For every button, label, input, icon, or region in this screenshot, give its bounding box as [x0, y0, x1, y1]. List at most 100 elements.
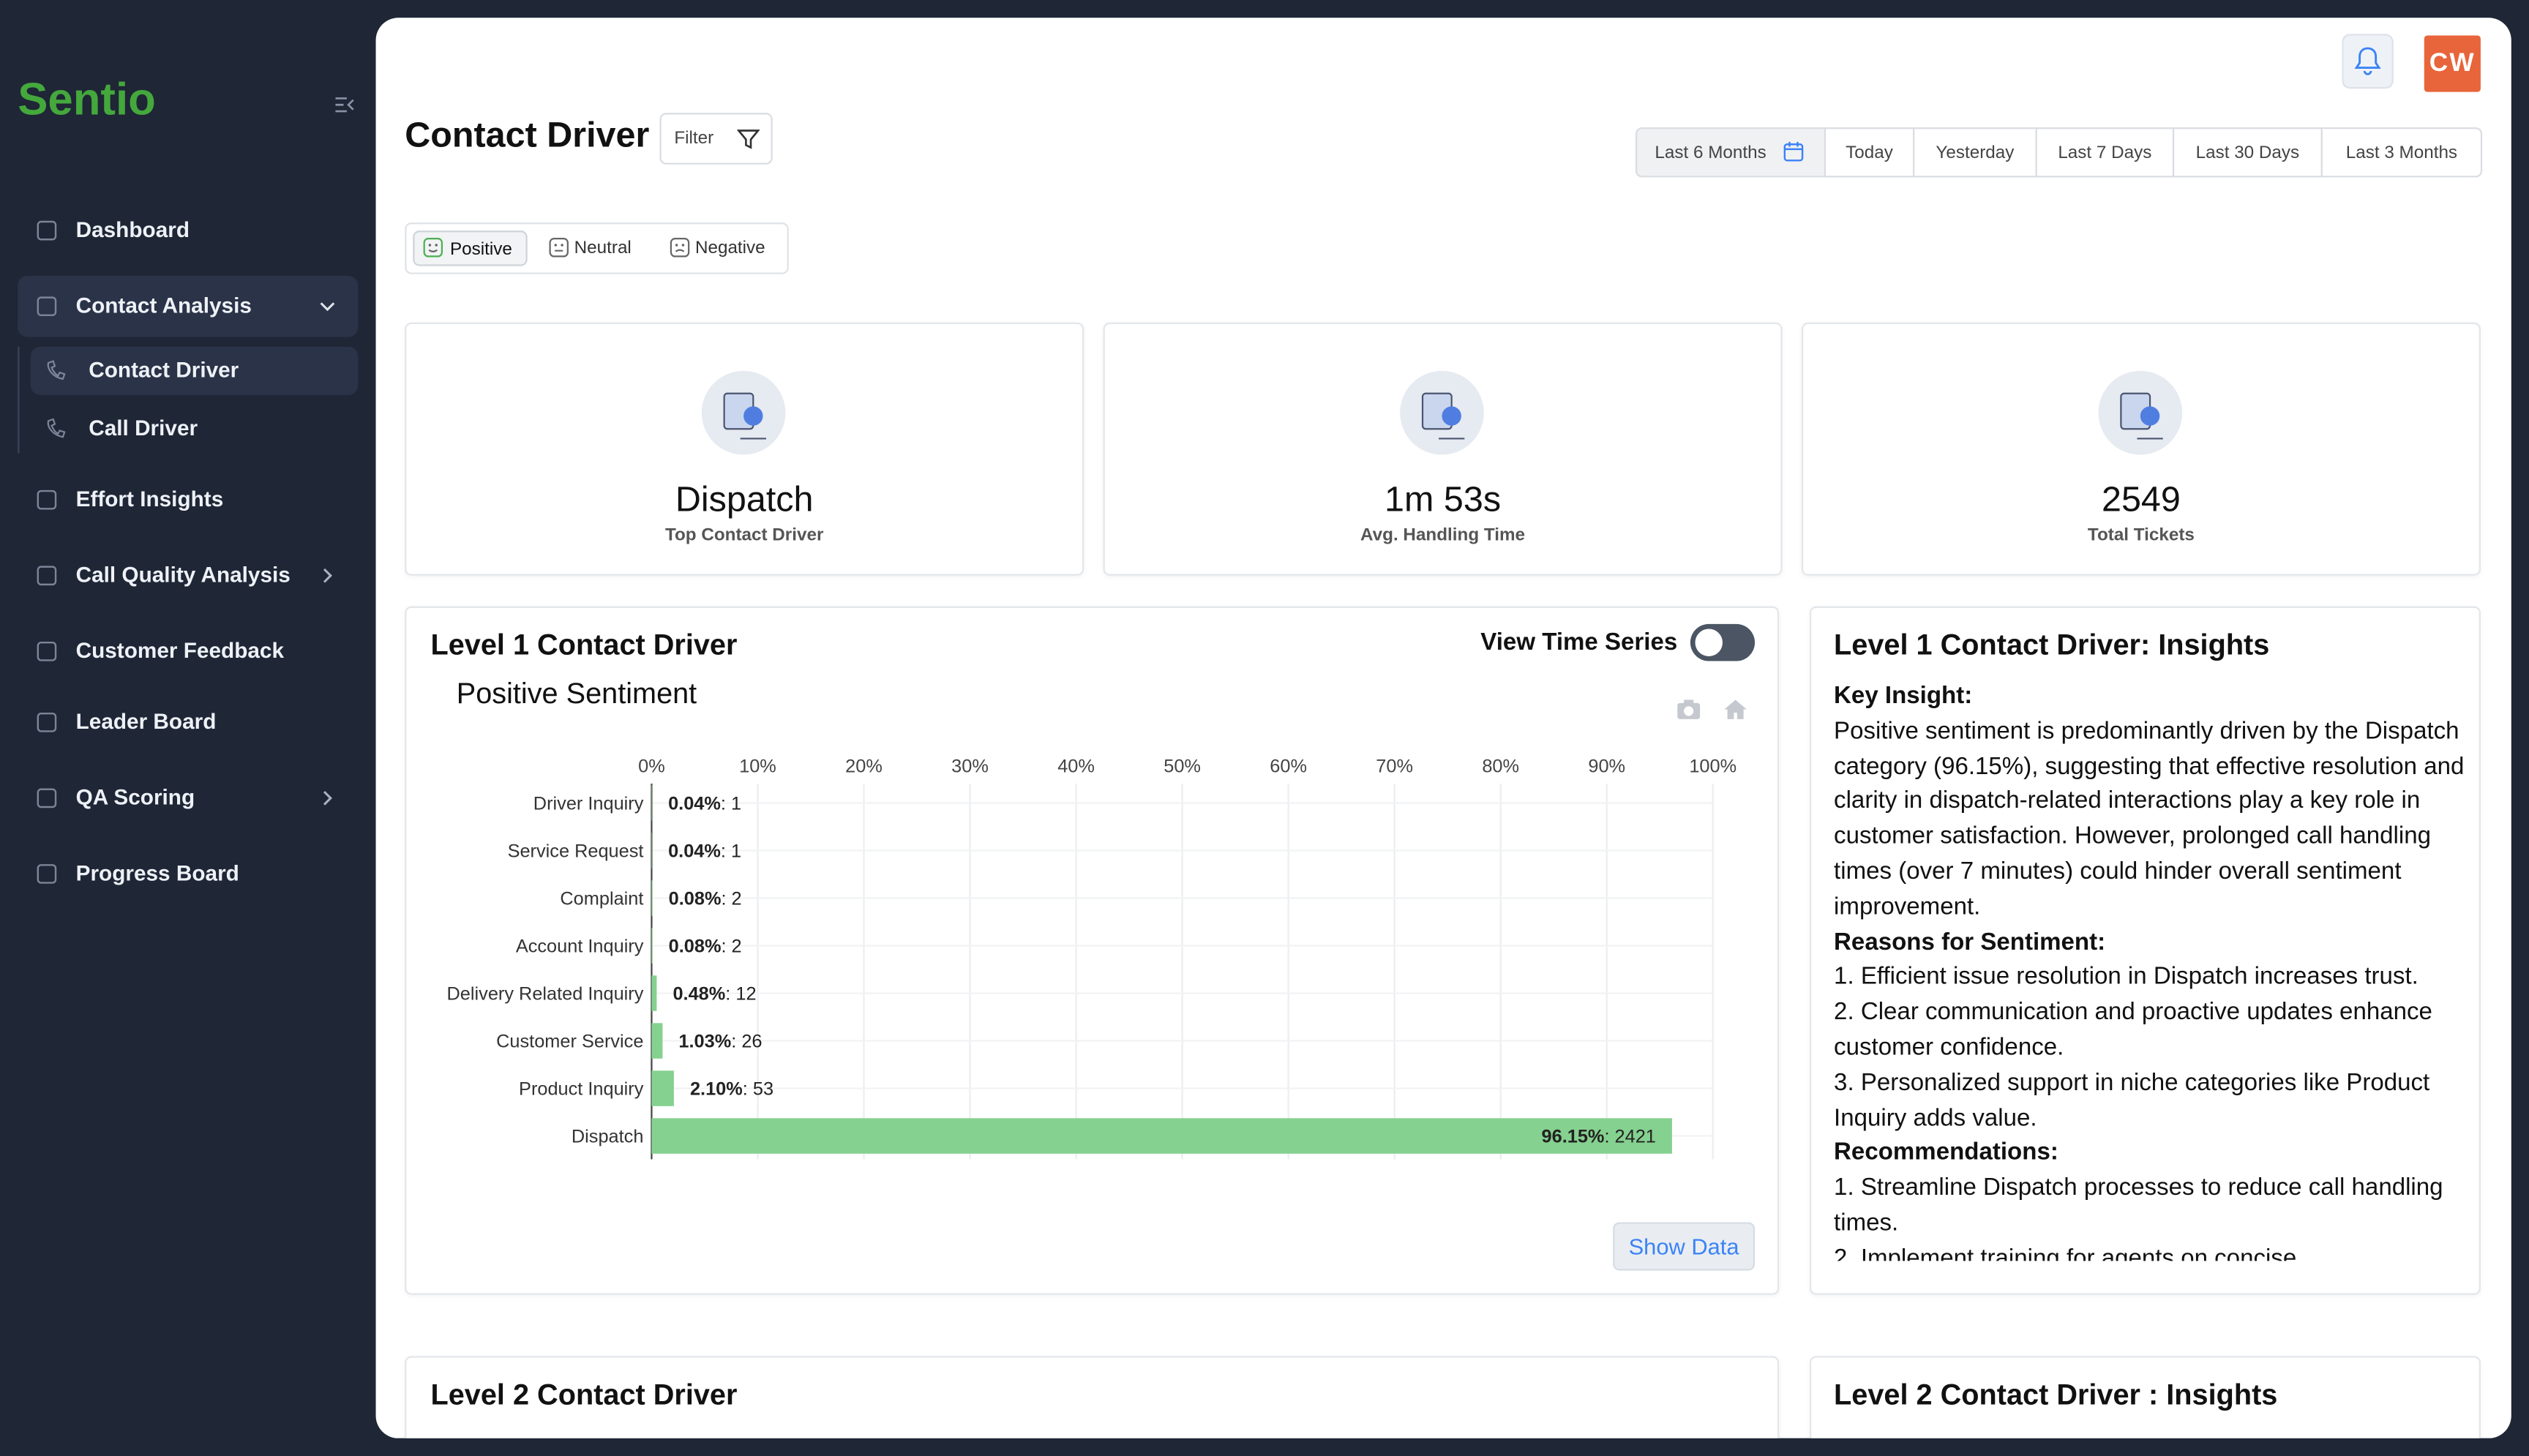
sentiment-tab[interactable]: Negative — [694, 239, 765, 258]
nav-icon — [37, 489, 57, 510]
x-tick-label: 70% — [1376, 757, 1413, 777]
date-range-button[interactable]: Last 30 Days — [2172, 127, 2323, 178]
sentiment-icon — [549, 238, 569, 258]
insights-card — [1810, 606, 2481, 1295]
nav-item[interactable]: Dashboard — [75, 217, 190, 242]
sentiment-tabs — [405, 222, 789, 274]
data-label: 0.08%: 2 — [669, 888, 742, 909]
y-tick-label: Service Request — [508, 841, 644, 861]
x-tick-label: 10% — [739, 757, 776, 777]
kpi-illustration — [701, 370, 786, 455]
show-data-button[interactable]: Show Data — [1613, 1222, 1756, 1271]
nav-item[interactable]: Effort Insights — [75, 487, 224, 511]
insights-text: Key Insight: Positive sentiment is predom… — [1834, 679, 2466, 1261]
nav-item[interactable]: QA Scoring — [75, 785, 195, 810]
nav-icon — [37, 220, 57, 241]
level2-chart-title: Level 2 Contact Driver — [430, 1378, 738, 1411]
value-label: 0.48% — [672, 983, 725, 1004]
value-label: 0.04% — [668, 793, 721, 814]
insight-line: 2. Clear communication and proactive upd… — [1834, 998, 2432, 1062]
data-label: 2.10%: 53 — [690, 1078, 773, 1099]
level2-insights-title: Level 2 Contact Driver : Insights — [1834, 1378, 2278, 1411]
chart-title: Positive Sentiment — [457, 678, 697, 710]
kpi-illustration — [1400, 370, 1484, 455]
y-tick-label: Dispatch — [572, 1126, 644, 1147]
bar — [651, 1023, 663, 1059]
nav-subitem[interactable]: Call Driver — [89, 416, 198, 440]
nav-item[interactable]: Call Quality Analysis — [75, 563, 291, 588]
count-label: : 1 — [721, 793, 741, 814]
y-tick-label: Customer Service — [496, 1031, 643, 1051]
collapse-icon[interactable] — [334, 94, 356, 116]
x-tick-label: 60% — [1270, 757, 1307, 777]
date-range-button[interactable]: Last 3 Months — [2320, 127, 2483, 178]
bar — [651, 880, 653, 916]
bar — [651, 785, 653, 821]
avatar[interactable]: CW — [2424, 35, 2481, 92]
sentiment-tab[interactable]: Positive — [413, 230, 528, 266]
value-label: 96.15% — [1542, 1126, 1605, 1147]
insight-line: 2. Implement training for agents on conc… — [1834, 1244, 2297, 1261]
x-tick-label: 90% — [1588, 757, 1625, 777]
nav-item[interactable]: Customer Feedback — [75, 638, 285, 663]
nav-icon — [37, 566, 57, 586]
bottom-mask — [375, 1438, 2529, 1456]
date-range-button[interactable]: Today — [1824, 127, 1915, 178]
sentiment-tab[interactable]: Neutral — [574, 239, 632, 258]
insight-heading: Key Insight: — [1834, 682, 1973, 710]
chevron-right — [323, 568, 333, 583]
nav-item[interactable]: Leader Board — [75, 709, 217, 734]
chart-card-title: Level 1 Contact Driver — [430, 628, 738, 661]
nav-item[interactable]: Contact Analysis — [75, 293, 252, 318]
kpi-card: Dispatch Top Contact Driver — [405, 322, 1084, 576]
calendar-icon — [1783, 141, 1804, 162]
insight-line: 1. Efficient issue resolution in Dispatc… — [1834, 963, 2419, 991]
data-label: 1.03%: 26 — [678, 1031, 762, 1051]
insight-line: 1. Streamline Dispatch processes to redu… — [1834, 1174, 2443, 1237]
x-tick-label: 20% — [845, 757, 883, 777]
nav-sub-highlight — [30, 346, 359, 395]
filter-button[interactable]: Filter — [659, 113, 773, 165]
bar — [651, 1070, 674, 1106]
nav-subitem[interactable]: Contact Driver — [89, 358, 239, 383]
x-tick-label: 50% — [1164, 757, 1201, 777]
count-label: : 2 — [721, 888, 741, 909]
logo: Sentio — [18, 74, 156, 124]
x-tick-label: 40% — [1057, 757, 1095, 777]
nav-icon — [37, 642, 57, 661]
x-tick-label: 30% — [951, 757, 989, 777]
count-label: : 12 — [725, 983, 756, 1004]
nav-sub-line — [18, 346, 20, 454]
count-label: : 2421 — [1604, 1126, 1655, 1147]
count-label: : 53 — [743, 1078, 773, 1099]
chart: Positive Sentiment 0% 10% 20% 30% 40% 50% 60% 70… — [447, 678, 1736, 1160]
filter-icon — [737, 130, 760, 149]
data-label: 0.48%: 12 — [672, 983, 756, 1004]
y-tick-label: Product Inquiry — [519, 1078, 644, 1099]
sentiment-icon — [423, 238, 443, 258]
date-range-button[interactable]: Last 7 Days — [2035, 127, 2175, 178]
date-range-button[interactable]: Last 6 Months — [1635, 127, 1826, 178]
chevron-right — [323, 790, 333, 806]
bell-button[interactable] — [2342, 34, 2394, 89]
kpi-value: 1m 53s — [1385, 479, 1502, 519]
count-label: : 26 — [731, 1031, 762, 1051]
y-tick-label: Driver Inquiry — [533, 793, 644, 814]
bar — [651, 833, 653, 868]
bar — [651, 1118, 1672, 1154]
sentiment-icon — [670, 238, 690, 258]
page-title: Contact Driver — [405, 114, 650, 155]
data-label: 0.08%: 2 — [669, 936, 742, 956]
y-tick-label: Complaint — [560, 888, 643, 909]
date-range-button[interactable]: Yesterday — [1913, 127, 2037, 178]
value-label: 0.04% — [668, 841, 721, 861]
kpi-label: Top Contact Driver — [664, 525, 824, 545]
filter-label: Filter — [674, 129, 714, 149]
count-label: : 1 — [721, 841, 741, 861]
home-icon — [1724, 699, 1747, 719]
insight-heading: Recommendations: — [1834, 1138, 2058, 1167]
camera-icon — [1677, 699, 1701, 719]
nav-item[interactable]: Progress Board — [75, 860, 239, 885]
insight-heading: Reasons for Sentiment: — [1834, 928, 2106, 956]
